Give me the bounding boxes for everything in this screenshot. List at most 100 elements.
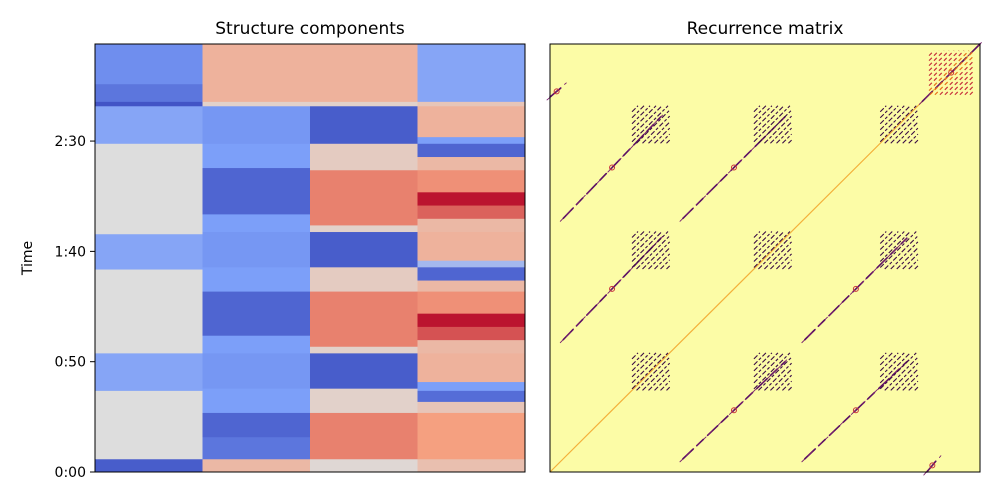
component-2-segment bbox=[202, 412, 311, 438]
component-2-segment bbox=[202, 231, 311, 268]
recurrence-stripe bbox=[546, 88, 561, 101]
component-1-segment bbox=[95, 101, 203, 107]
component-4-segment bbox=[417, 352, 526, 383]
recurrence-block bbox=[631, 105, 671, 144]
component-2-segment bbox=[202, 105, 311, 144]
component-3-segment bbox=[310, 458, 418, 473]
component-4-segment bbox=[417, 136, 526, 144]
recurrence-stripe bbox=[552, 82, 567, 95]
component-1-segment bbox=[95, 83, 203, 102]
component-1-segment bbox=[95, 458, 203, 473]
component-3-segment bbox=[310, 346, 418, 354]
recurrence-accent bbox=[852, 407, 859, 414]
recurrence-stripe bbox=[923, 461, 936, 476]
left-panel-title: Structure components bbox=[215, 19, 405, 39]
component-4-segment bbox=[417, 458, 526, 473]
component-4-segment bbox=[417, 266, 526, 281]
component-4-segment bbox=[417, 280, 526, 292]
component-2-segment bbox=[202, 44, 311, 102]
recurrence-block bbox=[631, 231, 671, 270]
component-3-segment bbox=[310, 352, 418, 389]
component-4-segment bbox=[417, 401, 526, 413]
recurrence-block bbox=[753, 105, 792, 144]
component-4-segment bbox=[417, 169, 526, 193]
component-3-segment bbox=[310, 169, 418, 226]
component-2-segment bbox=[202, 291, 311, 336]
y-axis-label: Time bbox=[20, 241, 36, 276]
recurrence-accent bbox=[609, 285, 616, 292]
component-4-segment bbox=[417, 105, 526, 138]
recurrence-accent bbox=[852, 285, 859, 292]
component-4-segment bbox=[417, 205, 526, 219]
component-4-segment bbox=[417, 390, 526, 402]
component-4-segment bbox=[417, 339, 526, 354]
component-3-segment bbox=[310, 266, 418, 292]
component-4-segment bbox=[417, 101, 526, 107]
recurrence-accent bbox=[553, 88, 560, 95]
component-3-segment bbox=[310, 143, 418, 171]
structure-components-heatmap bbox=[95, 44, 526, 473]
component-3-segment bbox=[310, 224, 418, 233]
recurrence-block bbox=[879, 231, 919, 270]
component-1-segment bbox=[95, 105, 203, 144]
recurrence-accent bbox=[730, 164, 737, 171]
component-2-segment bbox=[202, 436, 311, 460]
component-2-segment bbox=[202, 458, 311, 473]
recurrence-block bbox=[879, 352, 919, 391]
component-3-segment bbox=[310, 105, 418, 144]
main-diagonal bbox=[549, 43, 981, 473]
right-plot-frame bbox=[549, 43, 981, 473]
component-2-segment bbox=[202, 213, 311, 233]
component-3-segment bbox=[310, 231, 418, 268]
component-4-segment bbox=[417, 260, 526, 268]
component-1-segment bbox=[95, 352, 203, 391]
recurrence-block bbox=[879, 105, 919, 144]
y-tick-label: 0:00 bbox=[55, 465, 86, 481]
recurrence-stripe bbox=[807, 234, 911, 338]
component-3-segment bbox=[310, 412, 418, 460]
right-panel-title: Recurrence matrix bbox=[687, 19, 844, 39]
component-4-segment bbox=[417, 381, 526, 391]
component-2-segment bbox=[202, 167, 311, 215]
recurrence-matrix-panel: Recurrence matrix bbox=[546, 19, 984, 476]
y-tick-label: 1:40 bbox=[55, 244, 86, 260]
component-2-segment bbox=[202, 335, 311, 354]
component-3-segment bbox=[310, 291, 418, 347]
component-2-segment bbox=[202, 388, 311, 413]
component-2-segment bbox=[202, 143, 311, 169]
recurrence-block bbox=[753, 352, 792, 391]
component-4-segment bbox=[417, 326, 526, 341]
recurrence-stripe bbox=[929, 455, 942, 470]
component-1-segment bbox=[95, 390, 203, 460]
recurrence-matrix-heatmap bbox=[546, 40, 984, 476]
component-4-segment bbox=[417, 218, 526, 233]
y-axis-ticks: 0:00 0:50 1:40 2:30 bbox=[55, 134, 95, 481]
recurrence-stripe bbox=[804, 237, 908, 341]
component-3-segment bbox=[310, 101, 418, 107]
component-4-segment bbox=[417, 313, 526, 327]
component-2-segment bbox=[202, 352, 311, 389]
recurrence-accent bbox=[730, 407, 737, 414]
recurrence-accent bbox=[609, 164, 616, 171]
component-3-segment bbox=[310, 388, 418, 413]
recurrence-block bbox=[753, 231, 792, 270]
recurrence-end-block bbox=[928, 50, 974, 96]
component-4-segment bbox=[417, 231, 526, 261]
structure-components-panel: Structure components 0:00 0:50 1:40 2:30 Ti… bbox=[20, 19, 526, 481]
component-3-segment bbox=[310, 44, 418, 102]
recurrence-stripe bbox=[682, 116, 786, 220]
component-1-segment bbox=[95, 44, 203, 85]
component-4-segment bbox=[417, 191, 526, 206]
left-plot-frame bbox=[94, 43, 526, 473]
component-1-segment bbox=[95, 233, 203, 270]
component-4-segment bbox=[417, 412, 526, 460]
component-1-segment bbox=[95, 143, 203, 235]
component-2-segment bbox=[202, 101, 311, 107]
y-tick-label: 2:30 bbox=[55, 134, 86, 150]
component-4-segment bbox=[417, 143, 526, 158]
component-2-segment bbox=[202, 266, 311, 292]
component-4-segment bbox=[417, 156, 526, 171]
recurrence-block bbox=[631, 352, 671, 391]
y-tick-label: 0:50 bbox=[55, 355, 86, 371]
